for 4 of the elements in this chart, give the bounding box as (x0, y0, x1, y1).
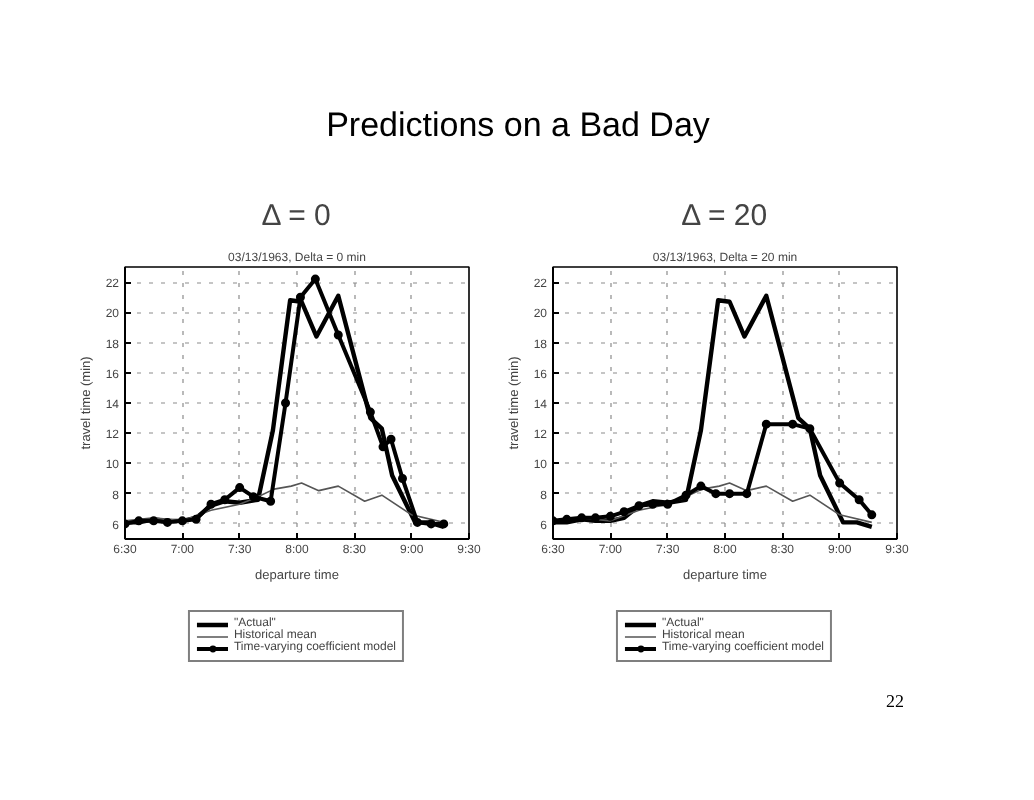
chart-title: Δ = 0 (261, 199, 331, 233)
text: Predictions on a Bad Day (326, 106, 711, 144)
text: 22 (886, 691, 904, 711)
chart-title: Δ = 20 (681, 199, 768, 233)
